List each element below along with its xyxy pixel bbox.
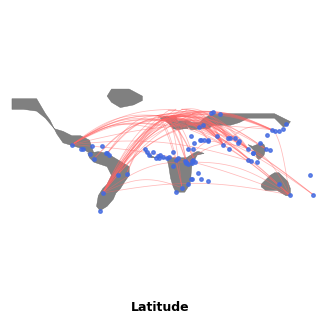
Polygon shape	[107, 89, 142, 108]
Polygon shape	[185, 114, 291, 130]
Text: Latitude: Latitude	[131, 300, 189, 314]
Polygon shape	[248, 143, 266, 160]
Polygon shape	[160, 116, 188, 130]
Polygon shape	[12, 99, 94, 155]
Polygon shape	[144, 149, 204, 192]
Polygon shape	[88, 152, 129, 211]
Polygon shape	[261, 173, 291, 196]
